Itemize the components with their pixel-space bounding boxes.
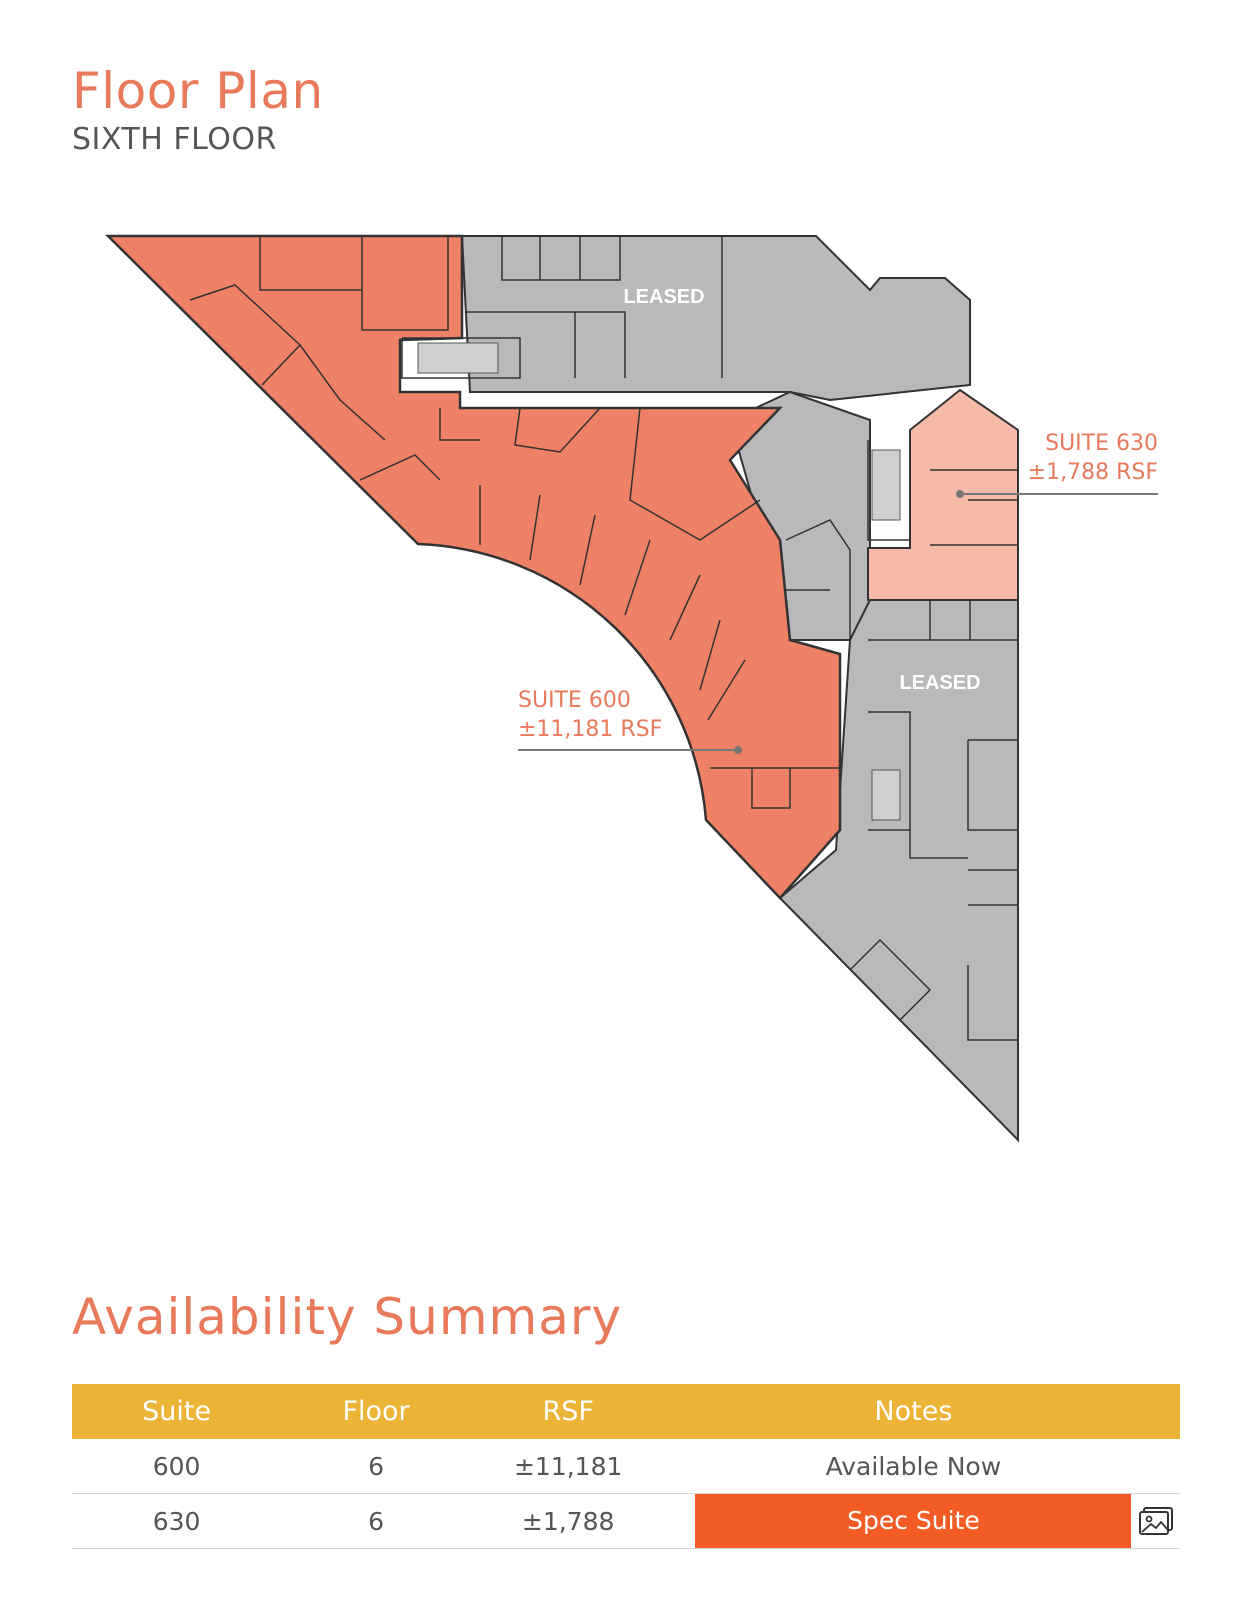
- image-gallery-button[interactable]: [1131, 1506, 1180, 1536]
- suite-630-area: [867, 388, 1019, 601]
- availability-table: Suite Floor RSF Notes 600 6 ±11,181 Avai…: [72, 1384, 1180, 1549]
- suite-600-name: SUITE 600: [518, 688, 631, 713]
- cell-notes: Available Now: [825, 1451, 1002, 1481]
- cell-floor: 6: [368, 1451, 384, 1481]
- availability-summary-title: Availability Summary: [72, 1288, 623, 1346]
- interior-walls: [189, 236, 1018, 1051]
- suite-600-area: [104, 234, 842, 900]
- cell-notes-spec-suite: Spec Suite: [695, 1494, 1132, 1548]
- table-row: 630 6 ±1,788 Spec Suite: [72, 1494, 1180, 1549]
- page-title: Floor Plan: [72, 62, 324, 120]
- cell-suite: 630: [152, 1506, 201, 1536]
- table-header: Suite Floor RSF Notes: [72, 1384, 1180, 1439]
- cell-rsf: ±11,181: [513, 1451, 623, 1481]
- image-gallery-icon[interactable]: [1138, 1506, 1174, 1536]
- suite-600-area-label: ±11,181 RSF: [518, 717, 662, 742]
- page-subtitle: SIXTH FLOOR: [72, 122, 277, 157]
- suite-630-area-label: ±1,788 RSF: [1028, 460, 1158, 485]
- column-header-suite: Suite: [142, 1396, 212, 1427]
- column-header-notes: Notes: [874, 1396, 953, 1427]
- cell-suite: 600: [152, 1451, 201, 1481]
- cell-floor: 6: [368, 1506, 384, 1536]
- suite-600-leader-dot: [734, 746, 742, 754]
- suite-630-name: SUITE 630: [1045, 431, 1158, 456]
- stairs: [417, 342, 901, 821]
- table-row: 600 6 ±11,181 Available Now: [72, 1439, 1180, 1494]
- floor-plan: LEASED LEASED SUITE 630 ±1,788 RSF SUITE…: [104, 234, 1158, 1143]
- column-header-rsf: RSF: [542, 1396, 594, 1427]
- suite-630-leader-dot: [956, 490, 964, 498]
- column-header-floor: Floor: [342, 1396, 410, 1427]
- leased-label-north: LEASED: [623, 286, 704, 308]
- leased-label-east: LEASED: [899, 672, 980, 694]
- cell-rsf: ±1,788: [521, 1506, 615, 1536]
- leased-area-north: [460, 235, 971, 402]
